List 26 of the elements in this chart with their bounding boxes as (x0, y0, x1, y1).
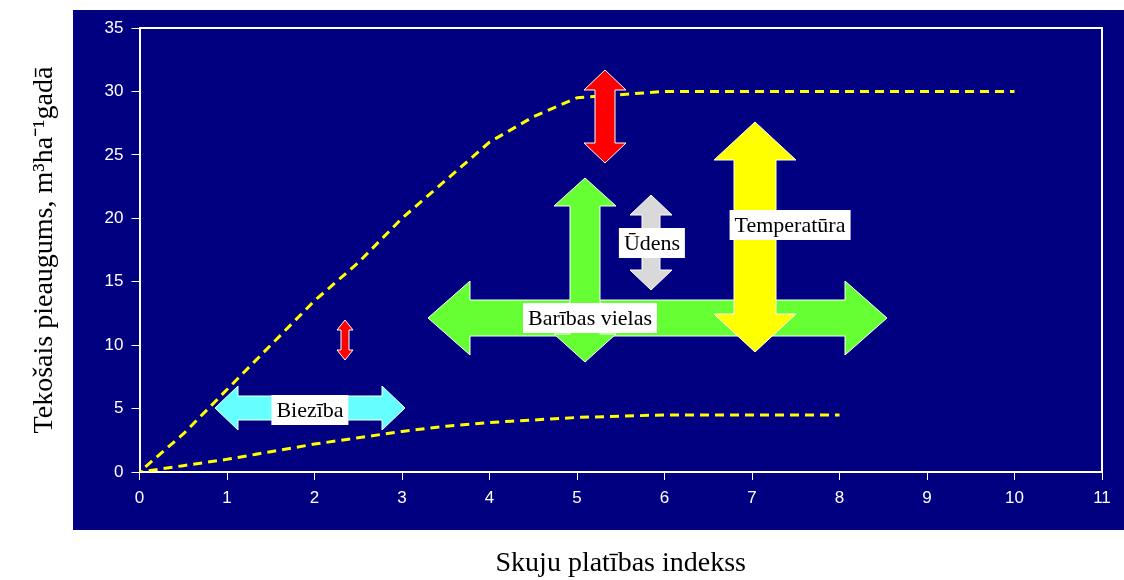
annotation: Temperatūra (729, 210, 851, 240)
x-tick-label: 1 (222, 487, 232, 507)
y-tick-label: 15 (104, 271, 124, 291)
x-tick-label: 7 (747, 487, 757, 507)
x-tick-label: 8 (834, 487, 845, 507)
y-tick-label: 0 (114, 461, 124, 481)
y-tick-label: 35 (104, 17, 124, 37)
x-tick-label: 2 (309, 487, 320, 507)
y-tick-label: 25 (104, 144, 124, 164)
x-tick-label: 10 (1005, 487, 1024, 507)
y-tick-label: 5 (114, 398, 124, 418)
x-tick-label: 9 (922, 487, 932, 507)
x-tick-label: 5 (572, 487, 582, 507)
x-tick-label: 4 (484, 487, 495, 507)
x-axis-title: Skuju platības indekss (495, 545, 746, 577)
y-tick-label: 20 (104, 207, 124, 227)
x-tick-label: 3 (397, 487, 407, 507)
x-tick-label: 11 (1093, 487, 1111, 507)
y-axis-title: Tekošais pieaugums, m³ha⁻¹gadā (27, 66, 59, 434)
annotation: Ūdens (618, 228, 686, 258)
annotation: Barības vielas (522, 303, 658, 333)
annotation: Biezība (271, 395, 349, 425)
y-tick-label: 10 (104, 334, 124, 354)
x-tick-label: 6 (659, 487, 670, 507)
x-tick-label: 0 (134, 487, 145, 507)
y-tick-label: 30 (104, 81, 124, 101)
